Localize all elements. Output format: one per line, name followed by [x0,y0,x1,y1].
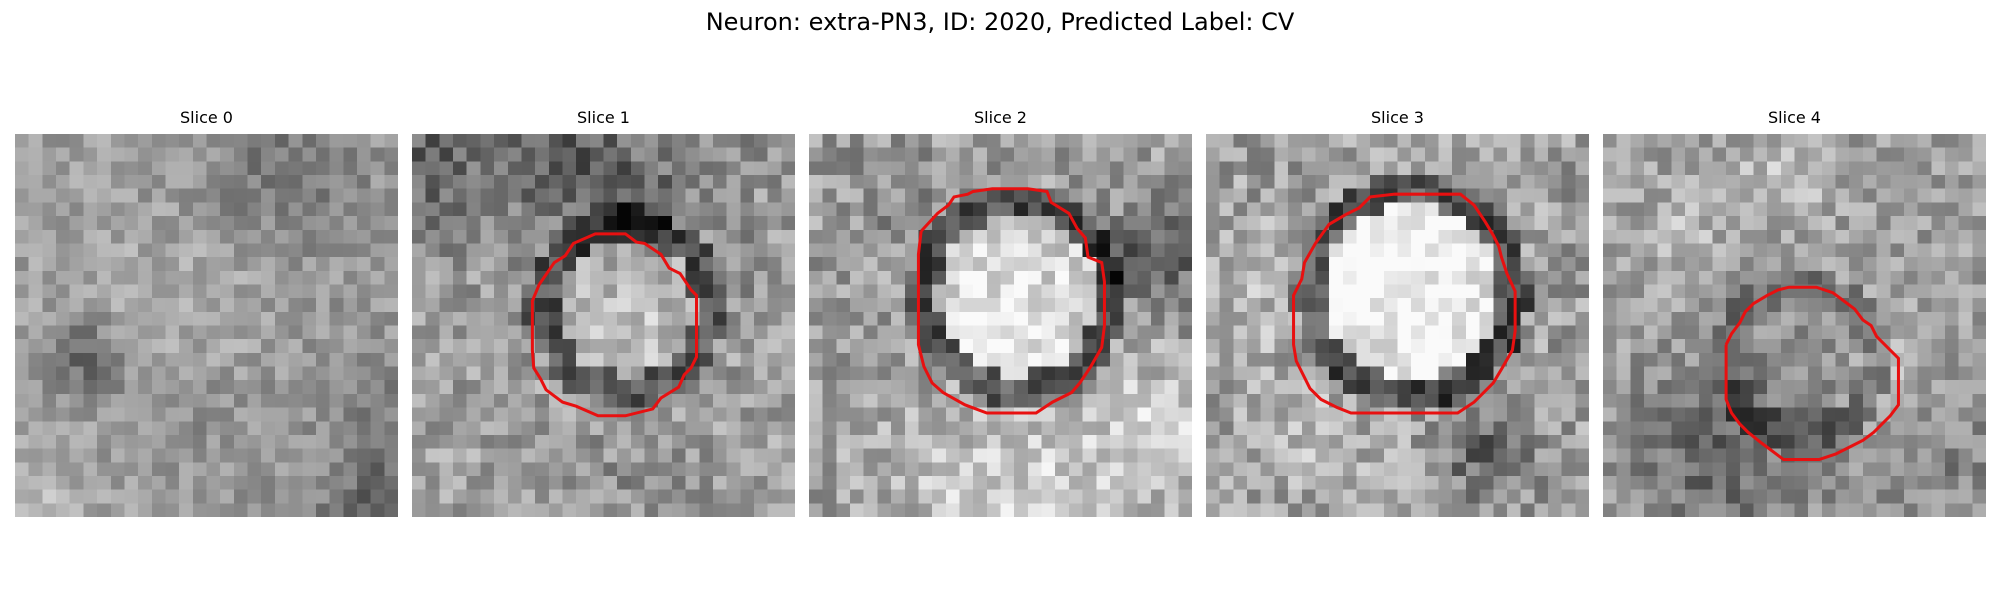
roi-contour [530,232,699,418]
slice-image [1206,134,1589,517]
roi-contour [1724,285,1900,462]
slice-panel-3: Slice 3 [1206,108,1589,518]
pixel-grid [1603,134,1986,517]
pixel-grid [412,134,795,517]
grayscale-patch [1206,134,1589,517]
slice-image [15,134,398,517]
roi-contour [916,187,1106,415]
slice-title: Slice 0 [180,108,233,127]
slice-title: Slice 2 [974,108,1027,127]
slice-title: Slice 1 [577,108,630,127]
slice-title: Slice 4 [1768,108,1821,127]
slice-title: Slice 3 [1371,108,1424,127]
slice-panel-0: Slice 0 [15,108,398,518]
slice-image [1603,134,1986,517]
grayscale-patch [412,134,795,517]
roi-contour [1292,192,1517,415]
slice-panel-4: Slice 4 [1603,108,1986,518]
grayscale-patch [15,134,398,517]
grayscale-patch [1603,134,1986,517]
figure-title: Neuron: extra-PN3, ID: 2020, Predicted L… [705,8,1295,36]
pixel-grid [809,134,1192,517]
slice-panel-2: Slice 2 [809,108,1192,518]
pixel-grid [15,134,398,517]
slice-image [412,134,795,517]
pixel-grid [1206,134,1589,517]
slice-image [809,134,1192,517]
grayscale-patch [809,134,1192,517]
slice-panel-1: Slice 1 [412,108,795,518]
